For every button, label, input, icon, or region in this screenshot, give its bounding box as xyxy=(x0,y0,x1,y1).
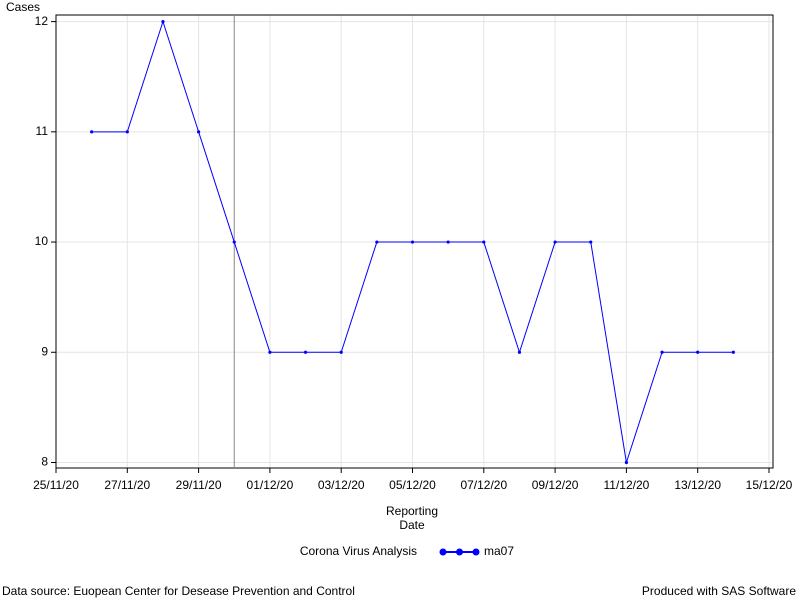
point xyxy=(197,130,201,134)
plot-frame xyxy=(55,14,774,469)
y-tick-label: 10 xyxy=(35,234,49,248)
point xyxy=(589,240,593,244)
point xyxy=(482,240,486,244)
point xyxy=(517,350,522,354)
legend-marker xyxy=(456,548,463,556)
legend-label: ma07 xyxy=(484,544,514,558)
x-tick-label: 03/12/20 xyxy=(318,478,365,492)
point xyxy=(553,240,557,244)
y-tick-label: 11 xyxy=(36,124,49,138)
point xyxy=(660,350,664,354)
legend-marker xyxy=(472,548,480,556)
point xyxy=(90,130,94,134)
y-tick-label: 9 xyxy=(41,344,48,358)
legend-marker xyxy=(439,548,447,556)
point xyxy=(375,240,379,244)
point xyxy=(446,240,450,244)
point xyxy=(125,130,129,134)
point xyxy=(303,350,308,354)
point xyxy=(339,350,343,354)
y-tick-label: 8 xyxy=(41,455,48,469)
y-axis-label: Cases xyxy=(6,0,40,14)
point xyxy=(624,460,629,465)
x-axis-label: Reporting xyxy=(386,504,438,518)
point xyxy=(268,350,272,354)
y-tick-label: 12 xyxy=(35,14,49,28)
footnote: Produced with SAS Software xyxy=(642,584,796,598)
x-tick-label: 01/12/20 xyxy=(247,478,294,492)
legend-title: Corona Virus Analysis xyxy=(300,544,417,558)
x-tick-label: 07/12/20 xyxy=(460,478,507,492)
x-tick-label: 15/12/20 xyxy=(746,478,793,492)
point xyxy=(232,240,236,244)
x-tick-label: 05/12/20 xyxy=(389,478,436,492)
x-tick-label: 25/11/20 xyxy=(33,478,79,492)
point xyxy=(410,240,415,244)
x-tick-label: 27/11/20 xyxy=(104,478,150,492)
x-axis-label: Date xyxy=(399,518,425,532)
point xyxy=(731,350,735,354)
x-tick-label: 09/12/20 xyxy=(532,478,579,492)
point xyxy=(161,20,165,24)
x-tick-label: 13/12/20 xyxy=(674,478,721,492)
x-tick-label: 11/12/20 xyxy=(603,478,649,492)
footnote: Data source: Euopean Center for Desease … xyxy=(2,584,355,598)
x-tick-label: 29/11/20 xyxy=(176,478,222,492)
point xyxy=(696,350,700,354)
